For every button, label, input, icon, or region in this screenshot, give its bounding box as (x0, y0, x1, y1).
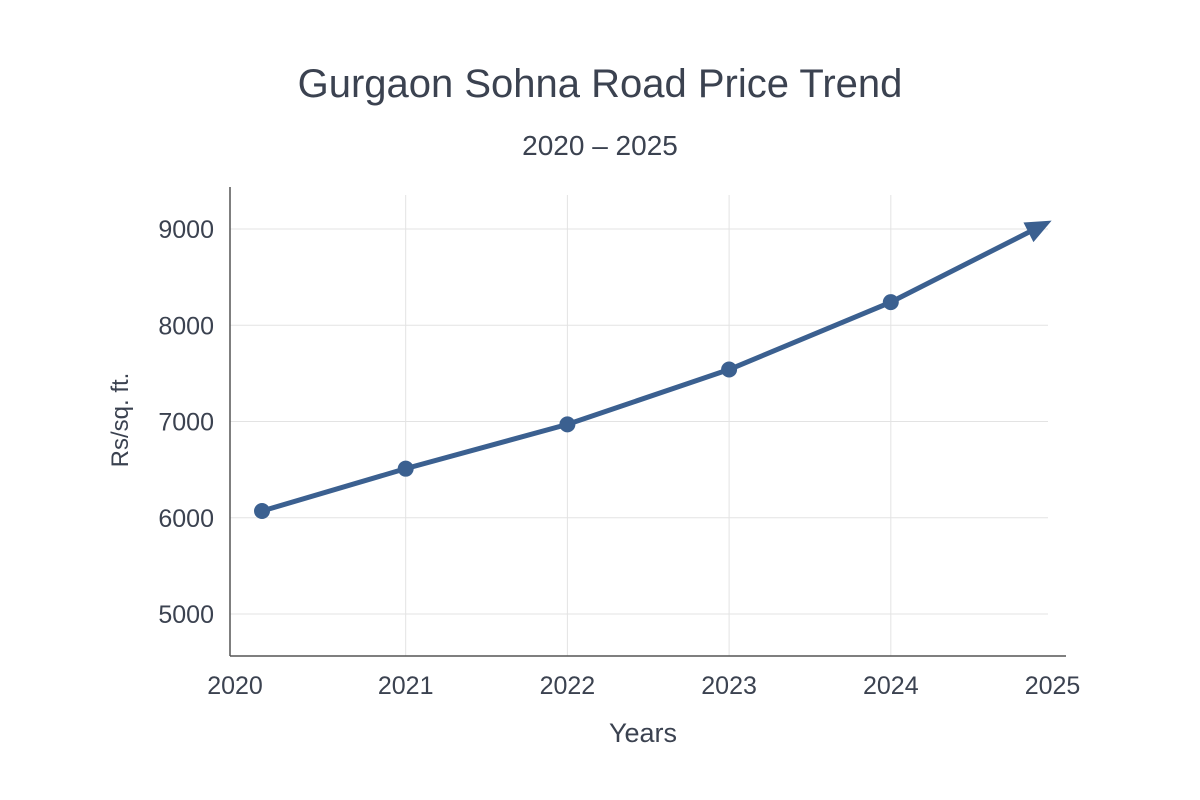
y-tick-label: 8000 (158, 312, 214, 340)
x-tick-label: 2024 (863, 672, 919, 700)
series-line (259, 221, 1047, 514)
y-tick-label: 9000 (158, 216, 214, 244)
trend-arrowhead (1023, 220, 1052, 243)
chart-subtitle: 2020 – 2025 (522, 130, 678, 161)
x-tick-label: 2020 (207, 672, 263, 700)
data-point-2020 (254, 503, 270, 520)
y-tick-label: 7000 (158, 409, 214, 437)
x-tick-label: 2025 (1025, 672, 1081, 700)
y-tick-label: 6000 (158, 505, 214, 533)
data-point-2022 (559, 416, 576, 433)
data-point-2021 (397, 460, 414, 477)
data-point-2023 (721, 361, 738, 378)
x-tick-label: 2022 (540, 672, 596, 700)
x-tick-label: 2021 (378, 672, 434, 700)
y-tick-label: 5000 (158, 601, 214, 629)
x-axis-label: Years (609, 718, 677, 748)
data-point-2024 (882, 294, 899, 311)
chart-title: Gurgaon Sohna Road Price Trend (297, 62, 903, 106)
x-tick-label: 2023 (701, 672, 757, 700)
y-axis-label: Rs/sq. ft. (107, 373, 134, 468)
grid (230, 195, 1048, 656)
